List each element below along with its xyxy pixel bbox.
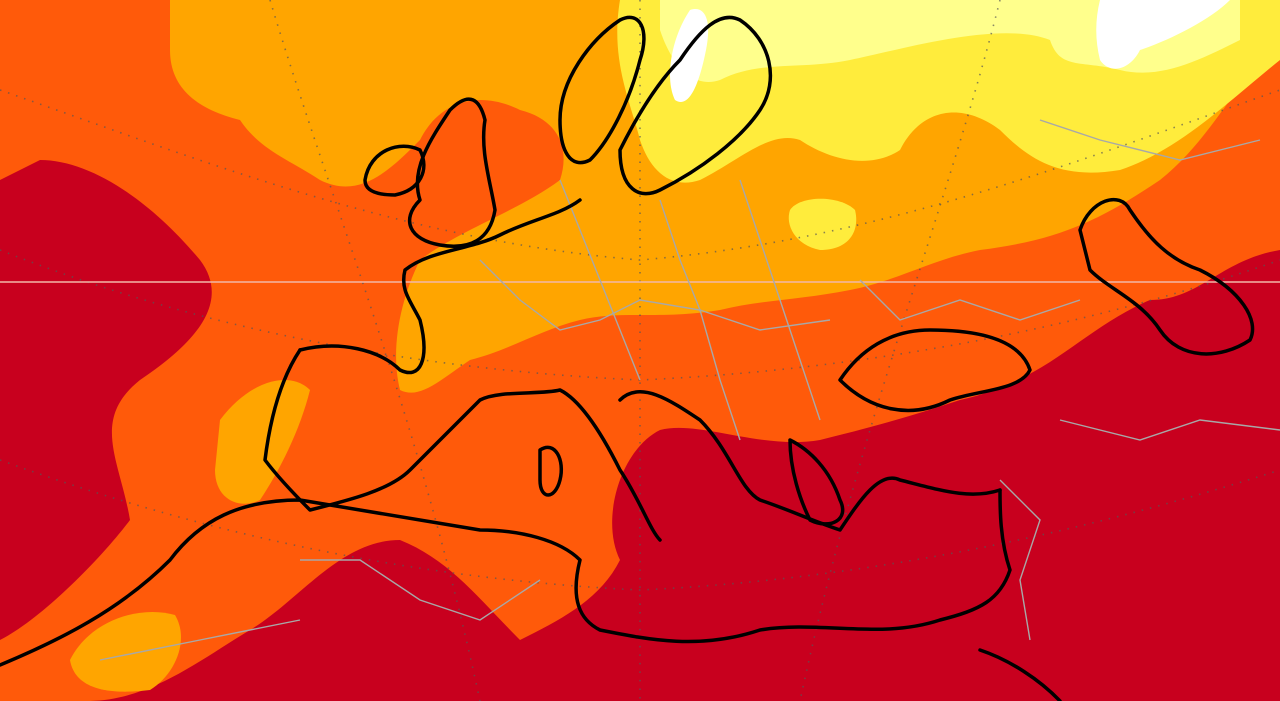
zone-white-sweden bbox=[670, 9, 709, 102]
zone-orange-africa bbox=[70, 612, 181, 692]
zone-white bbox=[1096, 0, 1230, 69]
zone-orange-iberia bbox=[215, 380, 310, 504]
country-borders bbox=[99, 119, 1280, 661]
zone-yellow-small bbox=[788, 198, 857, 250]
coastlines bbox=[0, 15, 1255, 701]
zone-light-yellow bbox=[660, 0, 1240, 82]
